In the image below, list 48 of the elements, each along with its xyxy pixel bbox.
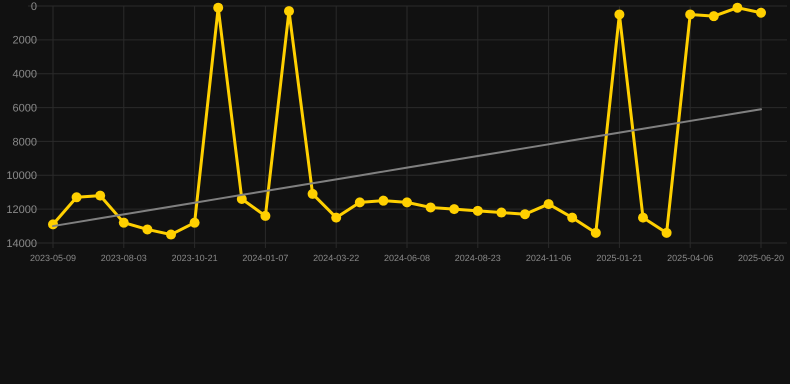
point — [284, 6, 294, 16]
x-tick-label: 2024-11-06 — [526, 253, 572, 263]
x-tick-label: 2023-05-09 — [30, 253, 76, 263]
x-tick-label: 2025-06-20 — [738, 253, 784, 263]
y-tick-label: 2000 — [12, 34, 37, 47]
point — [354, 197, 365, 208]
point — [685, 9, 696, 20]
x-tick-label: 2024-06-08 — [384, 253, 430, 263]
point — [260, 210, 270, 221]
point — [614, 9, 624, 20]
point — [331, 212, 342, 223]
point — [190, 218, 200, 228]
point — [142, 224, 152, 234]
x-tick-label: 2023-08-03 — [100, 253, 147, 263]
point — [118, 218, 129, 228]
y-tick-label: 8000 — [12, 136, 37, 148]
x-tick-label: 2025-01-21 — [596, 253, 642, 263]
point — [732, 2, 742, 13]
point — [213, 2, 224, 13]
point — [590, 228, 601, 238]
y-tick-label: 14000 — [6, 238, 37, 250]
point — [544, 199, 554, 210]
x-tick-label: 2024-01-07 — [242, 253, 288, 263]
point — [402, 197, 412, 208]
y-tick-label: 10000 — [6, 170, 37, 182]
point — [638, 212, 648, 223]
y-tick-label: 12000 — [6, 204, 37, 216]
point — [496, 208, 506, 218]
point — [166, 230, 176, 240]
x-tick-label: 2023-10-21 — [172, 253, 218, 263]
point — [308, 188, 318, 199]
x-tick-label: 2024-03-22 — [313, 253, 360, 263]
point — [426, 202, 436, 212]
x-tick-label: 2025-04-06 — [667, 253, 714, 263]
x-tick-label: 2024-08-23 — [454, 253, 501, 263]
point — [520, 209, 530, 220]
y-tick-label: 6000 — [12, 102, 37, 114]
point — [662, 228, 672, 238]
point — [756, 8, 766, 18]
y-tick-label: 0 — [30, 0, 37, 13]
point — [472, 206, 483, 216]
point — [449, 204, 460, 214]
point — [72, 192, 82, 202]
point — [378, 196, 388, 206]
point — [708, 11, 719, 22]
point — [95, 190, 106, 201]
point — [567, 212, 578, 223]
y-tick-label: 4000 — [12, 68, 37, 81]
